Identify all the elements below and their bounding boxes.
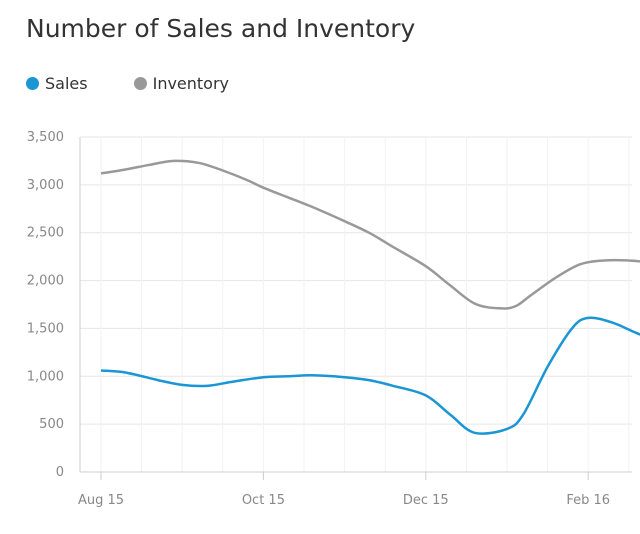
legend-item-sales[interactable]: Sales <box>26 74 88 93</box>
y-tick-label: 0 <box>56 465 64 480</box>
legend-item-inventory[interactable]: Inventory <box>133 74 230 93</box>
inventory-line <box>100 159 640 310</box>
x-tick-label: Feb 16 <box>566 493 610 508</box>
sales-line <box>100 316 640 435</box>
legend-inventory-marker-icon <box>133 77 147 90</box>
legend-inventory-label: Inventory <box>152 74 230 93</box>
legend-sales-marker-icon <box>26 77 39 90</box>
chart-legend: Sales Inventory <box>26 74 275 93</box>
y-tick-label: 1,000 <box>27 369 64 384</box>
y-tick-label: 3,500 <box>27 130 64 145</box>
y-tick-label: 500 <box>39 417 64 432</box>
grid-lines <box>80 136 632 472</box>
legend-sales-label: Sales <box>45 74 88 93</box>
x-tick-label: Oct 15 <box>242 493 285 508</box>
y-tick-label: 2,000 <box>27 274 64 289</box>
y-axis-ticks: 0 500 1,000 1,500 2,000 2,500 3,000 3,500 <box>27 130 64 480</box>
y-tick-label: 3,000 <box>27 178 64 193</box>
chart-title: Number of Sales and Inventory <box>26 14 416 43</box>
y-tick-label: 2,500 <box>27 226 64 241</box>
x-tick-label: Dec 15 <box>403 493 449 508</box>
series-lines <box>100 159 640 435</box>
y-tick-label: 1,500 <box>27 321 64 336</box>
axes <box>79 137 632 473</box>
x-tick-label: Aug 15 <box>78 493 124 508</box>
